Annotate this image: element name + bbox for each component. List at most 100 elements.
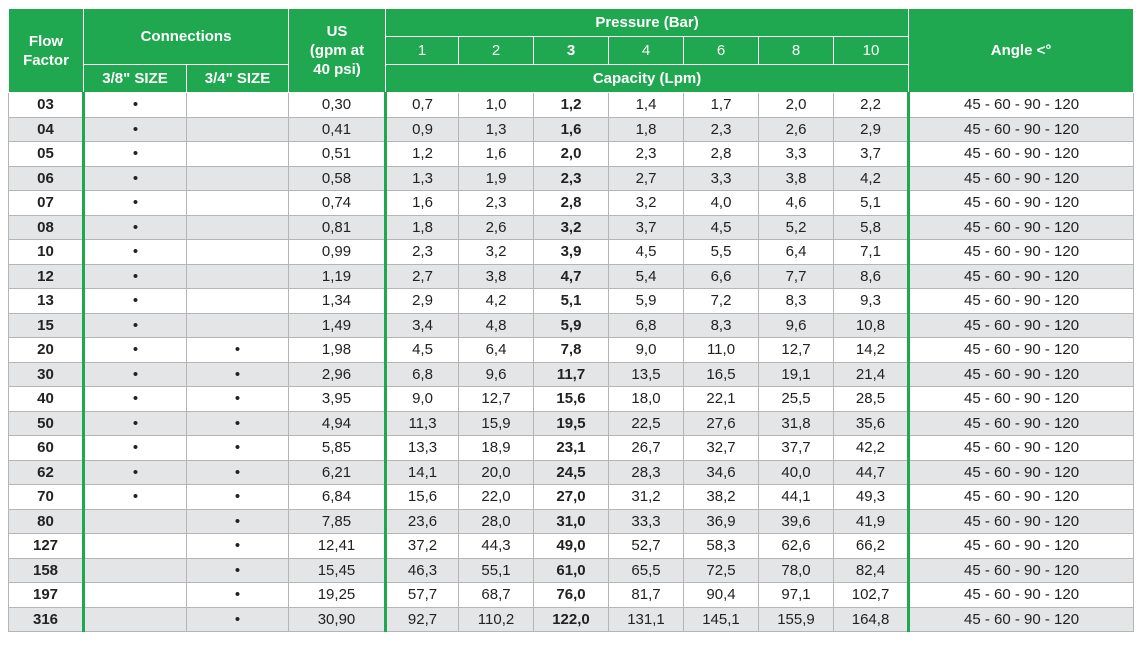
connection-3-4 (186, 312, 289, 338)
capacity: 3,3 (758, 141, 834, 167)
capacity: 24,5 (533, 459, 609, 485)
capacity: 68,7 (458, 582, 534, 608)
table-row: 07 • 0,74 1,6 2,3 2,8 3,2 4,0 4,6 5,1 45 - 60 - 90… (8, 190, 1135, 216)
table-row: 316 • 30,90 92,7 110,2 122,0 131,1 145,1 155,9 16… (8, 606, 1135, 632)
connection-3-4: • (186, 606, 289, 632)
capacity: 5,1 (832, 190, 911, 216)
capacity: 6,8 (385, 361, 459, 387)
angle: 45 - 60 - 90 - 120 (908, 386, 1135, 412)
pressure-value: 3 (533, 36, 609, 65)
angle: 45 - 60 - 90 - 120 (908, 606, 1135, 632)
capacity: 76,0 (533, 582, 609, 608)
flow-factor: 13 (8, 288, 85, 314)
capacity: 31,2 (608, 484, 684, 510)
capacity: 0,7 (385, 92, 459, 118)
connection-3-8: • (83, 312, 187, 338)
us-gpm: 0,30 (288, 92, 387, 118)
angle: 45 - 60 - 90 - 120 (908, 165, 1135, 191)
size-header: 3/8" SIZE (83, 64, 187, 93)
pressure-value: 10 (832, 36, 910, 65)
capacity: 61,0 (533, 557, 609, 583)
capacity: 1,3 (458, 116, 534, 142)
connection-3-4: • (186, 435, 289, 461)
capacity: 2,3 (608, 141, 684, 167)
capacity: 2,9 (385, 288, 459, 314)
angle: 45 - 60 - 90 - 120 (908, 92, 1135, 118)
capacity: 4,8 (458, 312, 534, 338)
capacity: 4,0 (683, 190, 759, 216)
capacity: 6,4 (758, 239, 834, 265)
connection-3-4 (186, 263, 289, 289)
us-gpm: 6,84 (288, 484, 387, 510)
connection-3-8: • (83, 435, 187, 461)
capacity: 44,7 (832, 459, 911, 485)
angle: 45 - 60 - 90 - 120 (908, 288, 1135, 314)
connection-3-4 (186, 190, 289, 216)
pressure-value: 4 (608, 36, 684, 65)
us-gpm: 7,85 (288, 508, 387, 534)
connection-3-8: • (83, 484, 187, 510)
capacity: 7,7 (758, 263, 834, 289)
us-gpm: 6,21 (288, 459, 387, 485)
capacity: 6,6 (683, 263, 759, 289)
capacity: 9,6 (758, 312, 834, 338)
capacity: 6,8 (608, 312, 684, 338)
us-gpm: 19,25 (288, 582, 387, 608)
capacity: 2,0 (758, 92, 834, 118)
table-row: 08 • 0,81 1,8 2,6 3,2 3,7 4,5 5,2 5,8 45 - 60 - 90… (8, 214, 1135, 240)
capacity: 3,8 (758, 165, 834, 191)
capacity: 22,0 (458, 484, 534, 510)
capacity: 13,5 (608, 361, 684, 387)
us-gpm: 3,95 (288, 386, 387, 412)
flow-factor: 07 (8, 190, 85, 216)
capacity: 2,0 (533, 141, 609, 167)
capacity: 28,0 (458, 508, 534, 534)
connection-3-8: • (83, 361, 187, 387)
capacity: 9,3 (832, 288, 911, 314)
capacity: 65,5 (608, 557, 684, 583)
table-row: 13 • 1,34 2,9 4,2 5,1 5,9 7,2 8,3 9,3 45 - 60 - 90… (8, 288, 1135, 314)
capacity: 12,7 (758, 337, 834, 363)
capacity: 102,7 (832, 582, 911, 608)
us-gpm: 15,45 (288, 557, 387, 583)
flow-factor: 40 (8, 386, 85, 412)
capacity: 9,0 (385, 386, 459, 412)
pressure-value: 2 (458, 36, 534, 65)
capacity: 5,9 (533, 312, 609, 338)
capacity: 7,2 (683, 288, 759, 314)
angle: 45 - 60 - 90 - 120 (908, 508, 1135, 534)
capacity: 3,4 (385, 312, 459, 338)
capacity: 5,9 (608, 288, 684, 314)
capacity: 1,6 (458, 141, 534, 167)
flow-factor: 197 (8, 582, 85, 608)
connection-3-4 (186, 239, 289, 265)
table-row: 30 • • 2,96 6,8 9,6 11,7 13,5 16,5 19,1 21,4 45 - 6… (8, 361, 1135, 387)
capacity: 15,6 (533, 386, 609, 412)
capacity: 1,2 (385, 141, 459, 167)
capacity: 5,1 (533, 288, 609, 314)
table-row: 80 • 7,85 23,6 28,0 31,0 33,3 36,9 39,6 41,9 45 - … (8, 508, 1135, 534)
flow-factor: 03 (8, 92, 85, 118)
us-gpm: 12,41 (288, 533, 387, 559)
capacity: 37,7 (758, 435, 834, 461)
capacity: 1,9 (458, 165, 534, 191)
table-row: 10 • 0,99 2,3 3,2 3,9 4,5 5,5 6,4 7,1 45 - 60 - 90… (8, 239, 1135, 265)
us-gpm: 0,99 (288, 239, 387, 265)
table-row: 158 • 15,45 46,3 55,1 61,0 65,5 72,5 78,0 82,4 45 … (8, 557, 1135, 583)
angle: 45 - 60 - 90 - 120 (908, 582, 1135, 608)
capacity-header: Capacity (Lpm) (384, 64, 910, 93)
capacity: 34,6 (683, 459, 759, 485)
connection-3-4 (186, 214, 289, 240)
capacity: 2,7 (385, 263, 459, 289)
capacity: 92,7 (385, 606, 459, 632)
us-header: US (gpm at 40 psi) (288, 8, 386, 93)
capacity: 42,2 (832, 435, 911, 461)
flow-factor: 158 (8, 557, 85, 583)
connection-3-8: • (83, 190, 187, 216)
capacity: 62,6 (758, 533, 834, 559)
capacity: 1,2 (533, 92, 609, 118)
angle: 45 - 60 - 90 - 120 (908, 141, 1135, 167)
table-row: 06 • 0,58 1,3 1,9 2,3 2,7 3,3 3,8 4,2 45 - 60 - 90… (8, 165, 1135, 191)
us-gpm: 1,98 (288, 337, 387, 363)
capacity: 36,9 (683, 508, 759, 534)
